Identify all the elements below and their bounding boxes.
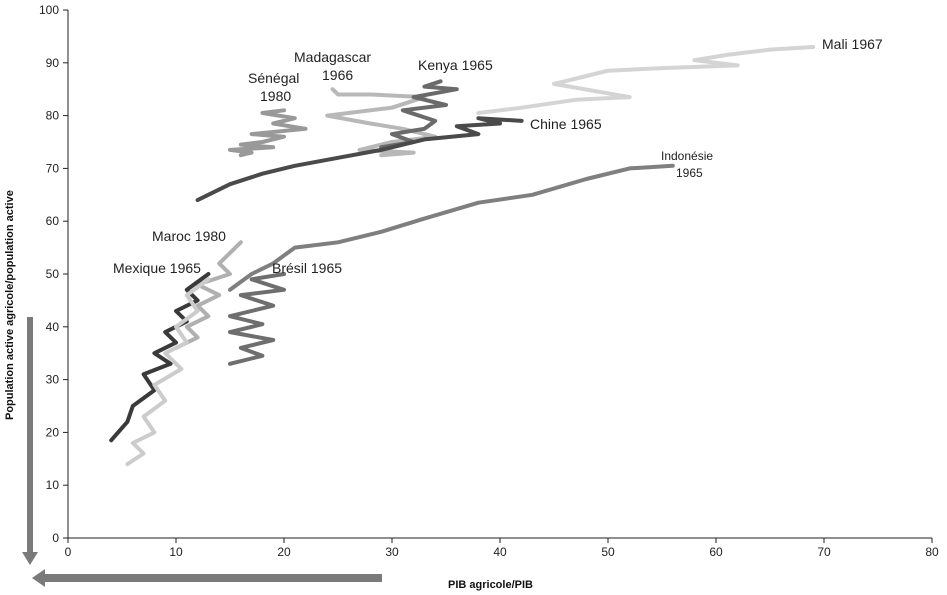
y-tick-label: 50 [46, 267, 60, 281]
x-tick-label: 10 [169, 545, 183, 559]
annotation-label: Sénégal [248, 70, 299, 86]
annotation-label: Indonésie [661, 149, 713, 163]
annotation-label: Brésil 1965 [272, 260, 342, 276]
y-tick-label: 0 [52, 531, 59, 545]
series-line [174, 240, 243, 350]
x-tick-label: 50 [601, 545, 615, 559]
x-tick-label: 60 [709, 545, 723, 559]
y-tick-label: 90 [46, 56, 60, 70]
x-direction-arrow [32, 569, 382, 587]
x-tick-label: 20 [277, 545, 291, 559]
series-line [228, 272, 286, 366]
y-tick-label: 10 [46, 478, 60, 492]
annotation-group: Mali 1967 Kenya 1965 Madagascar 1966 Sén… [113, 36, 883, 276]
annotation-label: 1980 [260, 88, 291, 104]
tick-group: 0 10 20 30 40 50 60 70 80 0 10 20 30 40 50 60 70 80 90 100 [39, 3, 939, 559]
annotation-label: 1966 [322, 67, 353, 83]
x-tick-label: 30 [385, 545, 399, 559]
x-axis-title: PIB agricole/PIB [448, 579, 533, 591]
y-tick-label: 70 [46, 161, 60, 175]
y-direction-arrow [22, 317, 38, 565]
annotation-label: Maroc 1980 [152, 228, 226, 244]
y-tick-label: 30 [46, 373, 60, 387]
annotation-label: Mexique 1965 [113, 260, 201, 276]
y-tick-label: 40 [46, 320, 60, 334]
series-line [125, 277, 211, 467]
annotation-label: 1965 [676, 166, 703, 180]
y-tick-label: 100 [39, 3, 59, 17]
y-tick-label: 20 [46, 425, 60, 439]
x-tick-label: 80 [925, 545, 939, 559]
series-line [109, 272, 211, 443]
series-line [228, 108, 308, 158]
series-line [476, 45, 816, 115]
y-tick-label: 60 [46, 214, 60, 228]
annotation-label: Madagascar [294, 49, 371, 65]
series-line [325, 87, 438, 158]
series-line [228, 163, 675, 292]
series-line [195, 116, 524, 203]
x-tick-label: 0 [65, 545, 72, 559]
annotation-label: Mali 1967 [822, 36, 883, 52]
x-tick-label: 70 [817, 545, 831, 559]
y-tick-label: 80 [46, 109, 60, 123]
annotation-label: Chine 1965 [530, 116, 602, 132]
series-group [109, 45, 816, 467]
x-tick-label: 40 [493, 545, 507, 559]
y-axis-title: Population active agricole/population ac… [4, 190, 16, 420]
series-line [379, 79, 459, 150]
annotation-label: Kenya 1965 [418, 57, 493, 73]
